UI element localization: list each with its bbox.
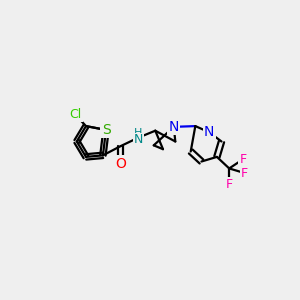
Text: H
N: H N (134, 127, 142, 148)
Text: O: O (115, 157, 126, 171)
Text: F: F (239, 153, 247, 166)
Text: N: N (169, 120, 179, 134)
Text: S: S (102, 123, 110, 137)
Text: F: F (241, 167, 248, 180)
Text: N: N (204, 125, 214, 139)
Text: N: N (134, 134, 143, 146)
Text: F: F (226, 178, 233, 191)
Text: H: H (134, 128, 142, 138)
Text: Cl: Cl (69, 108, 81, 121)
